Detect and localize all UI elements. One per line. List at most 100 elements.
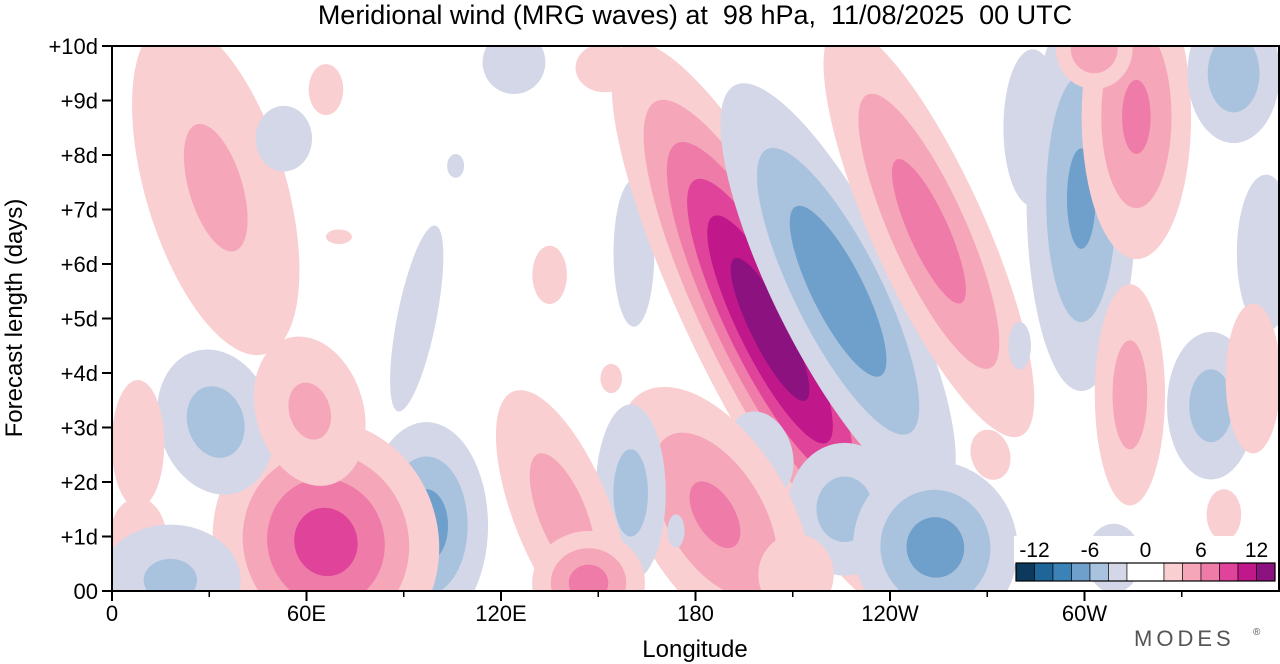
- contour-feature: [970, 429, 1011, 480]
- brand-logo: MODES: [1134, 626, 1235, 651]
- colorbar-swatch: [1015, 562, 1035, 582]
- contour-feature: [1206, 489, 1242, 541]
- contour-band: [789, 205, 887, 377]
- contour-feature: [112, 524, 241, 591]
- contour-band: [112, 380, 165, 508]
- contour-feature: [532, 531, 645, 591]
- y-axis-label: Forecast length (days): [1, 199, 28, 438]
- x-tick-label: 60E: [287, 601, 326, 626]
- contour-band: [1206, 489, 1242, 541]
- contour-band: [689, 481, 741, 549]
- contour-feature: [255, 105, 313, 172]
- contour-feature: [482, 46, 546, 95]
- y-tick-label: +7d: [61, 198, 98, 223]
- y-tick-label: +10d: [48, 34, 98, 59]
- x-tick-label: 0: [106, 601, 118, 626]
- contour-feature: [1236, 174, 1279, 332]
- contour-feature: [667, 514, 685, 548]
- contour-band: [294, 507, 358, 577]
- colorbar-swatch: [1126, 562, 1165, 582]
- colorbar-label: 6: [1195, 539, 1207, 562]
- contour-feature: [758, 534, 834, 591]
- contour-feature: [1187, 46, 1279, 144]
- contour-feature: [923, 450, 941, 470]
- contour-band: [482, 46, 546, 95]
- colorbar-label: 12: [1245, 539, 1268, 562]
- contour-feature: [308, 64, 344, 116]
- colorbar-swatch: [1219, 562, 1239, 582]
- colorbar-label: 0: [1140, 539, 1152, 562]
- contour-band: [758, 534, 834, 591]
- contour-feature: [1008, 321, 1031, 370]
- contour-band: [183, 123, 248, 252]
- colorbar-frame: [1015, 562, 1276, 582]
- contour-feature: [390, 225, 444, 412]
- y-tick-label: +3d: [61, 416, 98, 441]
- contour-feature: [253, 336, 366, 486]
- contour-band: [667, 514, 685, 548]
- contour-band: [308, 64, 344, 116]
- contour-feature: [325, 229, 352, 245]
- contour-band: [112, 524, 241, 591]
- colorbar-swatch: [1034, 562, 1054, 582]
- contour-band: [600, 363, 623, 394]
- contour-band: [1225, 303, 1279, 454]
- contour-feature: [720, 83, 956, 500]
- contour-feature: [532, 245, 567, 304]
- contour-feature: [600, 363, 623, 394]
- colorbar-label: -6: [1081, 539, 1100, 562]
- colorbar-swatch: [1256, 562, 1276, 582]
- colorbar-swatch: [1163, 562, 1183, 582]
- colorbar-swatch: [1200, 562, 1220, 582]
- contour-band: [906, 517, 965, 578]
- y-tick-label: +4d: [61, 361, 98, 386]
- contour-feature: [447, 154, 465, 178]
- contour-band: [1008, 321, 1031, 370]
- contour-feature: [112, 380, 165, 508]
- colorbar-swatch: [1052, 562, 1072, 582]
- y-tick-label: +9d: [61, 89, 98, 114]
- contour-field: [112, 46, 1279, 591]
- contour-band: [1122, 79, 1151, 154]
- x-tick-label: 120W: [861, 601, 919, 626]
- contour-band: [143, 558, 198, 591]
- contour-feature: [1094, 284, 1165, 506]
- x-axis-ticks: 0 60E 120E 180 120W 60W: [106, 591, 1183, 626]
- contour-band: [255, 105, 313, 172]
- contour-band: [730, 257, 810, 401]
- contour-band: [532, 245, 567, 304]
- contour-feature: [1081, 46, 1192, 260]
- y-tick-label: +5d: [61, 307, 98, 332]
- contour-band: [1207, 46, 1260, 113]
- contour-band: [568, 564, 609, 591]
- contour-band: [186, 386, 245, 458]
- contour-band: [923, 450, 941, 470]
- contour-band: [891, 159, 966, 304]
- contour-band: [1112, 340, 1148, 450]
- contour-band: [1189, 369, 1233, 443]
- y-tick-label: +2d: [61, 470, 98, 495]
- contour-feature: [212, 419, 440, 591]
- x-axis-label: Longitude: [642, 636, 747, 663]
- contour-band: [390, 225, 444, 412]
- contour-band: [325, 229, 352, 245]
- colorbar-label: -12: [1019, 539, 1049, 562]
- colorbar: -12 -6 0 6 12: [1014, 536, 1277, 582]
- contour-band: [288, 382, 332, 440]
- y-tick-label: +8d: [61, 143, 98, 168]
- y-tick-label: +6d: [61, 252, 98, 277]
- colorbar-label-background: [1014, 536, 1277, 564]
- contour-feature: [132, 46, 300, 356]
- brand-registered-mark: ®: [1253, 627, 1261, 638]
- contour-feature: [823, 46, 1035, 438]
- colorbar-swatch: [1108, 562, 1128, 582]
- colorbar-swatch: [1071, 562, 1091, 582]
- contour-band: [970, 429, 1011, 480]
- colorbar-swatch: [1237, 562, 1257, 582]
- contour-band: [1070, 46, 1118, 74]
- chart-title: Meridional wind (MRG waves) at 98 hPa, 1…: [318, 0, 1072, 30]
- x-tick-label: 60W: [1062, 601, 1107, 626]
- y-tick-label: +1d: [61, 525, 98, 550]
- x-tick-label: 120E: [475, 601, 526, 626]
